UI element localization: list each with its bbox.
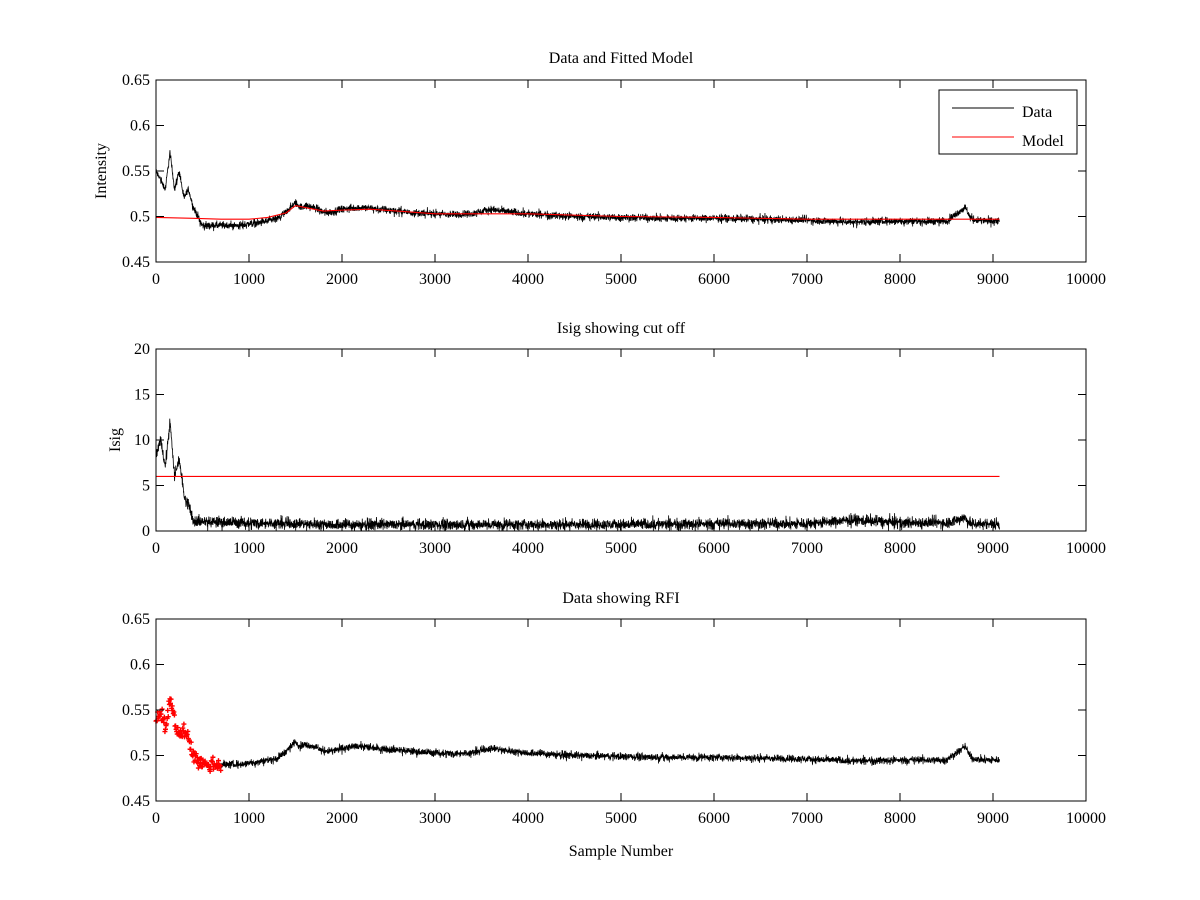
- panel-3-title: Data showing RFI: [562, 590, 679, 607]
- x-tick-label: 5000: [605, 271, 637, 288]
- data-series-line: [155, 418, 1000, 532]
- rfi-marker: [193, 751, 199, 757]
- rfi-marker: [218, 767, 224, 773]
- y-tick-label: 0.45: [122, 793, 150, 810]
- x-tick-label: 3000: [419, 271, 451, 288]
- rfi-marker: [169, 703, 175, 709]
- rfi-marker: [165, 707, 171, 713]
- rfi-marker: [168, 696, 174, 702]
- x-tick-label: 7000: [791, 271, 823, 288]
- y-tick-label: 0.5: [130, 748, 150, 765]
- x-tick-label: 7000: [791, 810, 823, 827]
- x-tick-label: 4000: [512, 540, 544, 557]
- rfi-marker: [171, 712, 177, 718]
- x-tick-label: 7000: [791, 540, 823, 557]
- rfi-marker: [175, 725, 181, 731]
- rfi-marker: [194, 754, 200, 760]
- x-tick-label: 6000: [698, 271, 730, 288]
- rfi-marker: [154, 718, 160, 724]
- rfi-marker: [215, 758, 221, 764]
- data-series-line: [155, 150, 1000, 232]
- x-tick-label: 2000: [326, 810, 358, 827]
- rfi-marker: [195, 765, 201, 771]
- rfi-marker: [188, 739, 194, 745]
- x-tick-label: 1000: [233, 271, 265, 288]
- panel-1-ylabel: Intensity: [93, 143, 110, 199]
- x-tick-label: 2000: [326, 540, 358, 557]
- x-tick-label: 3000: [419, 810, 451, 827]
- x-tick-label: 10000: [1066, 540, 1106, 557]
- x-tick-label: 10000: [1066, 271, 1106, 288]
- y-tick-label: 0.5: [130, 209, 150, 226]
- y-tick-label: 0.6: [130, 657, 150, 674]
- y-tick-label: 0.55: [122, 702, 150, 719]
- rfi-marker: [208, 764, 214, 770]
- x-tick-label: 8000: [884, 271, 916, 288]
- x-tick-label: 4000: [512, 271, 544, 288]
- x-tick-label: 3000: [419, 540, 451, 557]
- rfi-marker-series: [153, 696, 224, 774]
- rfi-marker: [210, 754, 216, 760]
- panel-2-ylabel: Isig: [107, 428, 124, 452]
- y-tick-label: 20: [134, 341, 150, 358]
- panel-3-xlabel: Sample Number: [569, 843, 674, 860]
- panel-1: Data and Fitted Model 0 1000 2000 3000 4000 5…: [93, 50, 1106, 288]
- x-tick-label: 5000: [605, 540, 637, 557]
- legend-box: [938, 89, 1078, 155]
- rfi-marker: [158, 711, 164, 717]
- y-tick-label: 0.65: [122, 611, 150, 628]
- rfi-marker: [185, 728, 191, 734]
- y-tick-label: 0.55: [122, 163, 150, 180]
- y-tick-label: 0: [142, 523, 150, 540]
- x-tick-label: 8000: [884, 540, 916, 557]
- x-tick-label: 6000: [698, 810, 730, 827]
- panel-2: Isig showing cut off 0 1000 2000 3000 4000 50…: [107, 320, 1106, 557]
- panel-1-ticks: 0 1000 2000 3000 4000 5000 6000 7000 8000 9000 100…: [122, 72, 1106, 288]
- x-tick-label: 2000: [326, 271, 358, 288]
- x-tick-label: 9000: [977, 810, 1009, 827]
- rfi-marker: [188, 746, 194, 752]
- rfi-marker: [217, 763, 223, 769]
- panel-3-plot: [153, 696, 1000, 774]
- y-tick-label: 15: [134, 387, 150, 404]
- legend-model-label: Model: [1022, 133, 1064, 150]
- data-series-line: [220, 739, 1000, 769]
- panel-1-legend: Data Model: [938, 89, 1078, 155]
- panel-2-plot: [155, 418, 1000, 532]
- legend-data-label: Data: [1022, 104, 1052, 121]
- rfi-marker: [164, 721, 170, 727]
- model-series-line: [155, 204, 1000, 220]
- y-tick-label: 0.45: [122, 254, 150, 271]
- x-tick-label: 1000: [233, 540, 265, 557]
- panel-1-title: Data and Fitted Model: [549, 50, 694, 67]
- rfi-marker: [161, 719, 167, 725]
- x-tick-label: 9000: [977, 271, 1009, 288]
- panel-3-ticks: 0 1000 2000 3000 4000 5000 6000 7000 8000 9000 100…: [122, 611, 1106, 827]
- y-tick-label: 0.6: [130, 118, 150, 135]
- x-tick-label: 9000: [977, 540, 1009, 557]
- x-tick-label: 6000: [698, 540, 730, 557]
- rfi-marker: [168, 700, 174, 706]
- x-tick-label: 1000: [233, 810, 265, 827]
- panel-3: Data showing RFI 0 1000 2000 3000 4000 5000 60…: [122, 590, 1106, 860]
- x-tick-label: 10000: [1066, 810, 1106, 827]
- x-tick-label: 0: [152, 540, 160, 557]
- y-tick-label: 10: [134, 432, 150, 449]
- x-tick-label: 5000: [605, 810, 637, 827]
- x-tick-label: 8000: [884, 810, 916, 827]
- rfi-marker: [165, 714, 171, 720]
- x-tick-label: 0: [152, 810, 160, 827]
- x-tick-label: 0: [152, 271, 160, 288]
- rfi-marker: [181, 721, 187, 727]
- y-tick-label: 5: [142, 478, 150, 495]
- x-tick-label: 4000: [512, 810, 544, 827]
- rfi-marker: [159, 706, 165, 712]
- panel-1-plot: [155, 150, 1000, 232]
- panel-2-title: Isig showing cut off: [557, 320, 686, 337]
- panel-2-ticks: 0 1000 2000 3000 4000 5000 6000 7000 8000 9000 100…: [134, 341, 1106, 557]
- y-tick-label: 0.65: [122, 72, 150, 89]
- rfi-marker: [207, 768, 213, 774]
